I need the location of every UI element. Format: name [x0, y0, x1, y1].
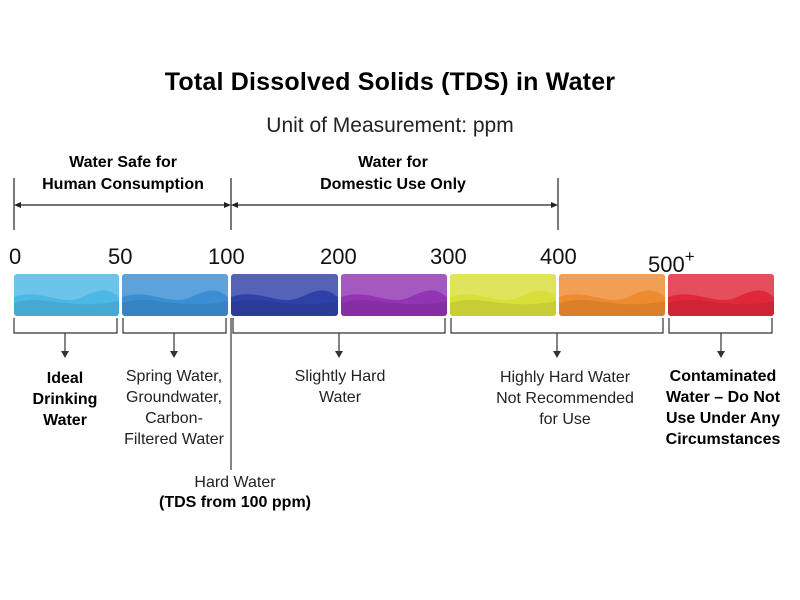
segment-100-200: [231, 274, 338, 316]
desc-slightly-hard: Slightly Hard Water: [294, 368, 386, 406]
tick-label: 400: [540, 244, 577, 269]
segment-fill: [668, 274, 774, 316]
tick-label: 50: [108, 244, 133, 269]
segment-fill: [14, 274, 119, 316]
bracket-slightly-hard: [232, 318, 446, 334]
segment-fill: [122, 274, 228, 316]
page-title: Total Dissolved Solids (TDS) in Water: [164, 68, 616, 96]
range-label-domestic: Water for Domestic Use Only: [320, 154, 466, 193]
range-label-safe: Water Safe for Human Consumption: [42, 154, 204, 193]
segment-0-50: [14, 274, 119, 316]
segment-fill: [559, 274, 665, 316]
bracket-ideal: [13, 318, 118, 334]
segment-300-400: [450, 274, 556, 316]
tick-label: 100: [208, 244, 245, 269]
segment-200-300: [341, 274, 447, 316]
tick-label: 200: [320, 244, 357, 269]
segment-400-500: [559, 274, 665, 316]
bracket-highly-hard: [450, 318, 664, 334]
bracket-spring: [122, 318, 227, 334]
segment-50-100: [122, 274, 228, 316]
desc-hard-water-note: (TDS from 100 ppm): [158, 494, 311, 511]
page-subtitle: Unit of Measurement: ppm: [266, 114, 514, 137]
tick-label: 0: [9, 244, 22, 269]
segment-fill: [341, 274, 447, 316]
desc-hard-water: Hard Water: [194, 474, 276, 491]
desc-contaminated: Contaminated Water – Do Not Use Under An…: [665, 368, 781, 448]
desc-spring: Spring Water, Groundwater, Carbon- Filte…: [124, 368, 224, 448]
bracket-contaminated: [668, 318, 773, 334]
desc-highly-hard: Highly Hard Water Not Recommended for Us…: [496, 369, 634, 428]
desc-ideal: Ideal Drinking Water: [32, 370, 98, 429]
segment-500-plus: [668, 274, 774, 316]
tick-label: 300: [430, 244, 467, 269]
tick-label-500-plus: 500+: [648, 247, 695, 277]
segment-fill: [450, 274, 556, 316]
segment-fill: [231, 274, 338, 316]
